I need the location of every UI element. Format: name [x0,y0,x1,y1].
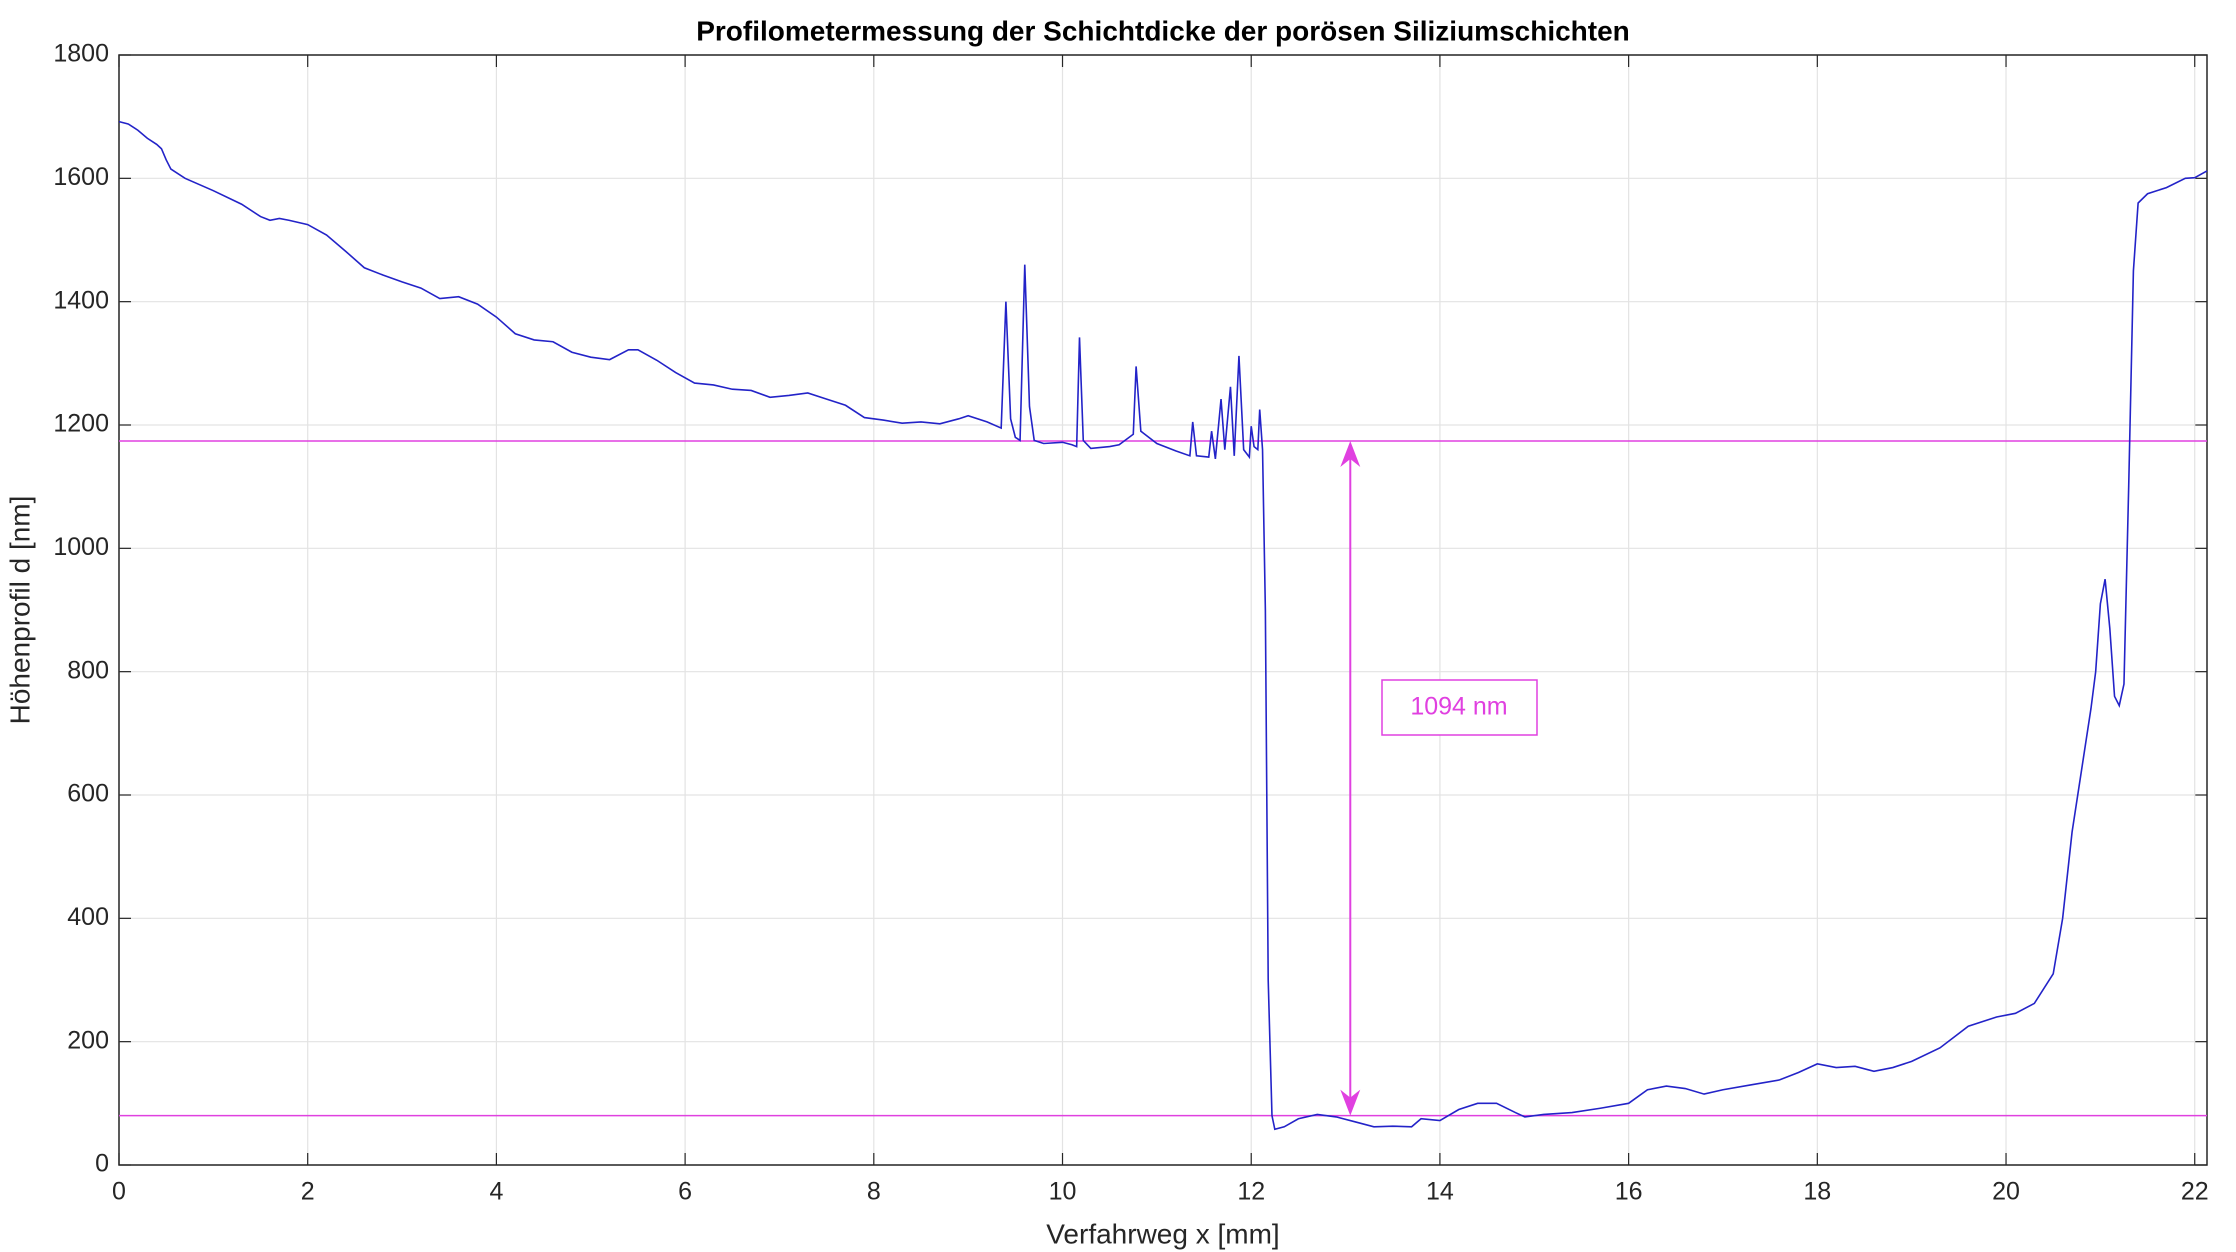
data-line [118,120,2208,1131]
y-tick-label: 1000 [53,533,109,561]
x-tick-label: 0 [112,1178,126,1206]
x-tick-label: 8 [867,1178,881,1206]
y-tick-label: 200 [67,1026,109,1054]
x-tick-label: 16 [1615,1178,1643,1206]
annotation-text: 1094 nm [1410,693,1507,721]
x-tick-label: 22 [2181,1178,2209,1206]
arrow-head [1340,441,1361,468]
x-tick-label: 2 [301,1178,315,1206]
y-axis-label: Höhenprofil d [nm] [4,496,35,725]
y-tick-label: 400 [67,903,109,931]
chart-title: Profilometermessung der Schichtdicke der… [696,15,1630,46]
x-tick-label: 20 [1992,1178,2020,1206]
x-tick-label: 18 [1803,1178,1831,1206]
x-tick-label: 12 [1237,1178,1265,1206]
x-tick-label: 14 [1426,1178,1454,1206]
plot-frame [118,54,2208,1166]
y-tick-label: 1400 [53,286,109,314]
y-tick-label: 800 [67,656,109,684]
y-tick-label: 600 [67,780,109,808]
x-tick-label: 10 [1049,1178,1077,1206]
y-tick-label: 1600 [53,163,109,191]
x-tick-label: 4 [489,1178,503,1206]
y-tick-label: 1200 [53,410,109,438]
x-axis-label: Verfahrweg x [mm] [1046,1218,1279,1249]
annotation-box [1381,679,1538,736]
y-tick-label: 0 [95,1150,109,1178]
y-tick-label: 1800 [53,40,109,68]
arrow-head [1340,1089,1361,1116]
x-tick-label: 6 [678,1178,692,1206]
